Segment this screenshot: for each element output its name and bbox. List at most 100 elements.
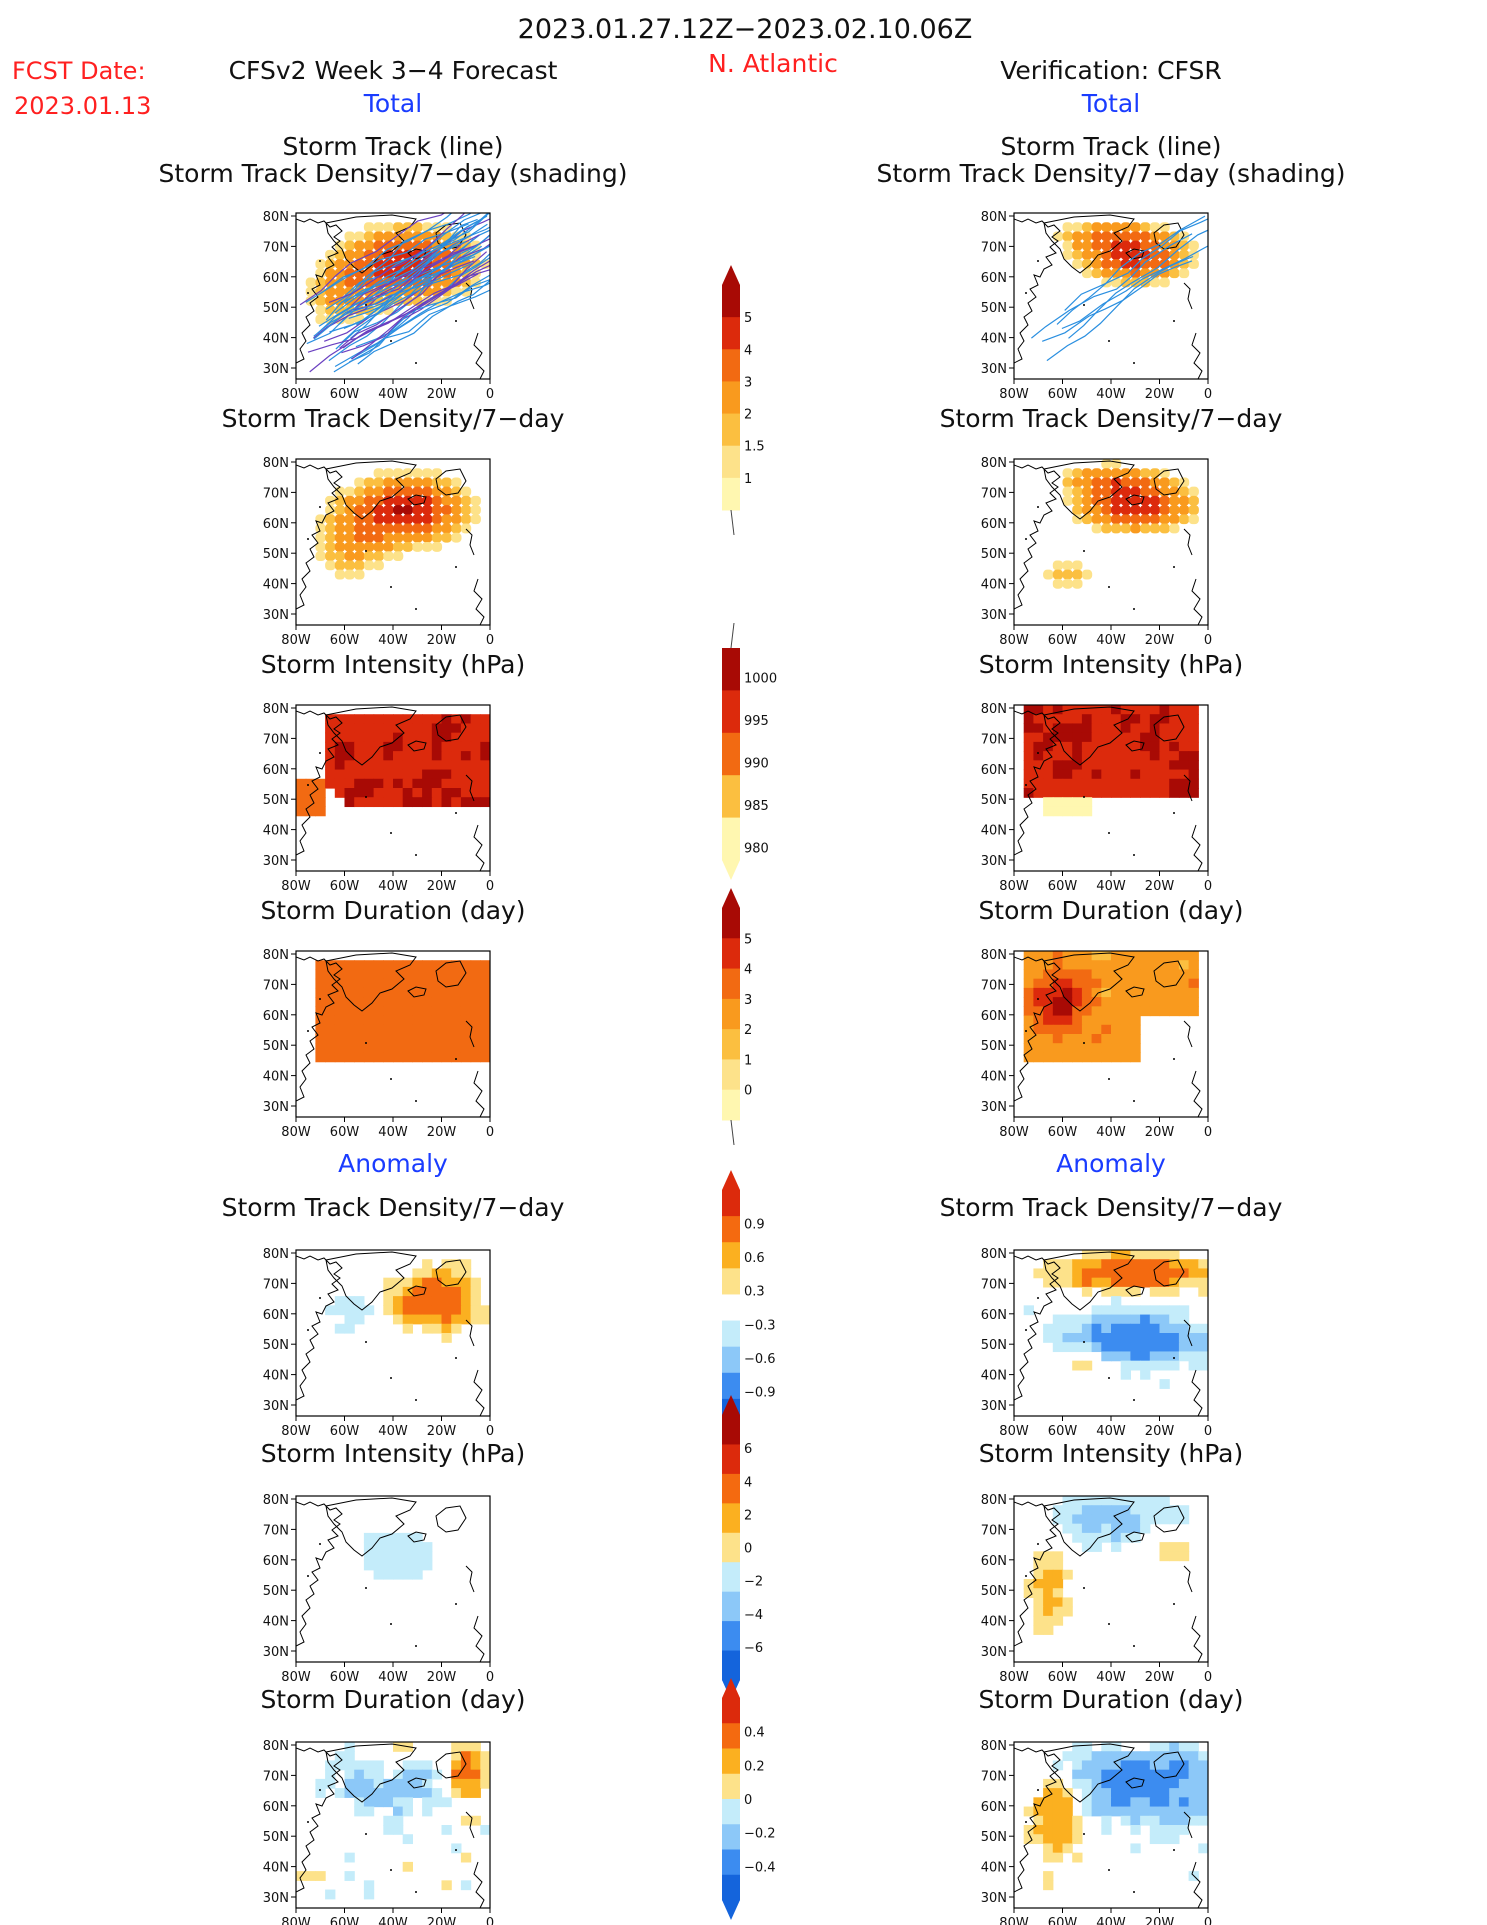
ver_duration_anom-cell (1043, 1788, 1054, 1798)
ver_density_anom-cell (1111, 1342, 1122, 1353)
fc_density-cell (470, 505, 481, 515)
colorbar-tick-label: 4 (744, 1475, 752, 1490)
ver_intensity_anom-ytick-label: 60N (981, 1554, 1007, 1569)
ver_density-cell (1130, 523, 1141, 534)
title-ver-track-shading: Storm Track Density/7−day (shading) (877, 159, 1346, 188)
fc_density-cell (393, 523, 404, 534)
ver_intensity-cell (1169, 760, 1180, 771)
ver_duration_anom-cell (1178, 1751, 1190, 1762)
ver_intensity_anom-xtick-label: 80W (999, 1670, 1029, 1685)
fc_intensity-cell (315, 797, 326, 808)
ver_intensity-cell (1120, 723, 1131, 734)
ver_intensity-cell (1033, 788, 1044, 798)
ver_duration-cell (1072, 969, 1083, 980)
ver_duration_anom-cell (1033, 1815, 1044, 1826)
fc_intensity-cell (344, 769, 355, 780)
fc_duration-cell (441, 1034, 452, 1044)
ver_intensity_anom-cell (1043, 1606, 1054, 1617)
ver_intensity_anom-cell (1169, 1505, 1180, 1516)
fc_duration-cell (354, 987, 365, 998)
ver_track-cell (1120, 240, 1131, 251)
fc_density_anom-cell (460, 1314, 472, 1325)
fc_track-cell (422, 286, 433, 297)
ver_intensity-cell (1140, 778, 1151, 789)
ver_duration-cell (1072, 1006, 1083, 1017)
ver_intensity_anom-cell (1081, 1542, 1093, 1552)
fc_density_anom-cell (363, 1305, 375, 1316)
ver_track-xtick-label: 80W (999, 387, 1029, 402)
fc_intensity-cell (354, 723, 365, 734)
ver_duration-cell (1043, 978, 1054, 989)
fc_duration-cell (334, 960, 346, 971)
fc_density-cell (422, 468, 433, 479)
ver_intensity-cell (1149, 769, 1161, 780)
coastline-segment (473, 1861, 485, 1908)
fc_duration-cell (373, 1034, 384, 1044)
ver_density_anom-cell (1198, 1351, 1208, 1362)
fc_density-cell (363, 495, 375, 506)
fc_duration_anom-cell (451, 1742, 462, 1752)
ver_duration-cell (1043, 1015, 1054, 1026)
ver_density_anom-cell (1159, 1268, 1170, 1279)
coastline-segment (473, 1369, 485, 1416)
ver_intensity-cell (1169, 769, 1180, 780)
ver_duration_anom-cell (1101, 1806, 1112, 1817)
fc_intensity-cell (460, 760, 472, 771)
island-dot (307, 1575, 309, 1577)
fc_density-cell (393, 505, 404, 515)
ver_density_anom-cell (1091, 1342, 1102, 1353)
ver_density-cell (1120, 486, 1131, 497)
fc_intensity-cell (460, 788, 472, 798)
fc_duration-cell (383, 969, 394, 980)
fc_duration_anom-cell (422, 1797, 433, 1808)
fc_density_anom-cell (460, 1305, 472, 1316)
storm-track-line (334, 218, 478, 314)
ver_density-cell (1120, 505, 1131, 515)
ver_density-cell (1091, 486, 1102, 497)
fc_intensity_anom-cell (412, 1569, 423, 1580)
fc_density_anom-cell (344, 1305, 355, 1316)
ver_intensity-cell (1178, 741, 1190, 752)
ver_duration-cell (1052, 1052, 1064, 1063)
ver_duration-cell (1169, 1006, 1180, 1017)
ver_density_anom-cell (1178, 1351, 1190, 1362)
ver_duration-xtick-label: 40W (1096, 1125, 1126, 1140)
ver_intensity-cell (1159, 760, 1170, 771)
fc_density_anom-cell (441, 1277, 452, 1288)
fc_density-cell (354, 542, 365, 552)
fc_duration_anom-cell (451, 1788, 462, 1798)
fc_duration-cell (363, 978, 375, 989)
ver_intensity-cell (1101, 760, 1112, 771)
ver_duration-cell (1188, 997, 1199, 1007)
fc_density-cell (315, 532, 326, 543)
ver_density-cell (1140, 505, 1151, 515)
ver_duration-cell (1169, 951, 1180, 961)
ver_density-cell (1062, 495, 1073, 506)
island-dot (1025, 1821, 1027, 1823)
colorbar-swatch (722, 1059, 740, 1091)
ver_intensity_anom-cell (1052, 1597, 1064, 1608)
fc_duration-cell (451, 1034, 462, 1044)
fc_duration-cell (402, 1015, 413, 1026)
coastline-segment (296, 1255, 343, 1401)
fc_density_anom-cell (383, 1305, 394, 1316)
ver_duration_anom-cell (1169, 1825, 1180, 1835)
colorbar-tick-label: −0.9 (744, 1385, 776, 1400)
coastline-segment (1191, 332, 1203, 379)
ver_intensity-cell (1178, 732, 1190, 743)
storm-track-line (1031, 233, 1193, 339)
fc_intensity-cell (334, 723, 346, 734)
fc_duration-cell (441, 1052, 452, 1063)
fc_intensity-cell (480, 732, 490, 743)
fc_duration-cell (354, 1024, 365, 1035)
fc_density-ytick-label: 80N (263, 456, 289, 471)
storm-track-line (341, 269, 490, 354)
ver_duration_anom-cell (1178, 1742, 1190, 1752)
fc_density_anom-cell (451, 1323, 462, 1334)
colorbar-swatch (722, 1698, 740, 1724)
fc_duration_anom-ytick-label: 70N (263, 1769, 289, 1784)
fc_track-cell (344, 231, 355, 242)
fc_duration_anom-cell (451, 1778, 462, 1789)
fc_duration_anom-cell (460, 1852, 472, 1863)
ver_density_anom-cell (1149, 1333, 1161, 1343)
